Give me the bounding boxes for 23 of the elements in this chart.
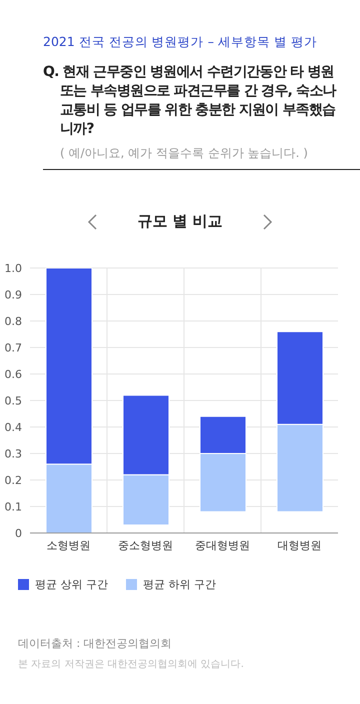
y-tick-label: 0.8 — [4, 314, 22, 328]
y-tick-label: 0.9 — [4, 288, 22, 302]
chart-title: Q. 현재 근무중인 병원에서 수련기간동안 타 병원 또는 부속병원으로 파견근무를 간 경우, 숙소나 교통비 등 업무를 위한 충분한 지원이 부족했습니까? — [43, 63, 338, 139]
text: 2021 전국 전공의 병원평가 – 세부항목 별 평가 — [43, 34, 318, 51]
y-tick-label: 0.4 — [4, 420, 22, 434]
chart-subtitle: ( 예/아니요, 예가 적을수록 순위가 높습니다. ) — [59, 145, 309, 162]
y-tick-label: 0.2 — [4, 474, 22, 487]
y-tick-label: 0.3 — [4, 447, 22, 460]
y-tick-label: 1.0 — [4, 262, 22, 275]
x-tick-label: 중대형병원 — [195, 538, 250, 552]
x-tick-label: 대형병원 — [278, 538, 322, 552]
y-tick-label: 0.6 — [4, 368, 22, 381]
y-tick-label: 0.5 — [4, 394, 22, 408]
legend-label: 평균 상위 구간 — [35, 577, 108, 592]
legend-label: 평균 하위 구간 — [143, 577, 216, 592]
y-tick-label: 0 — [15, 526, 22, 540]
x-tick-label: 중소형병원 — [118, 538, 173, 552]
text: 본 자료의 저작권은 대한전공의협의회에 있습니다. — [18, 658, 244, 671]
y-tick-label: 0.7 — [4, 341, 22, 354]
y-tick-label: 0.1 — [4, 500, 22, 514]
text: 데이터출처 : 대한전공의협의회 — [18, 636, 172, 651]
text: 규모 별 비교 — [137, 212, 223, 231]
x-tick-label: 소형병원 — [46, 538, 90, 552]
